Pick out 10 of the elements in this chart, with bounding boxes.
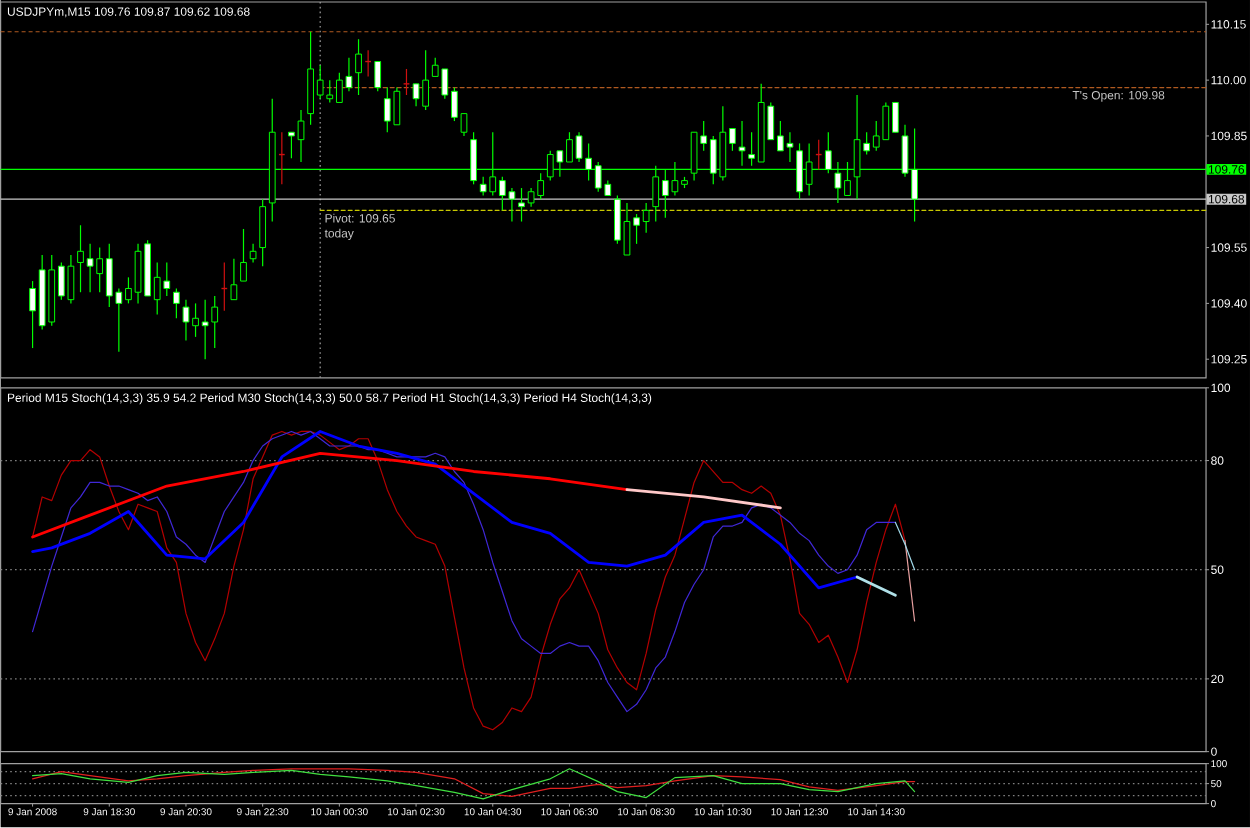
candlestick: [173, 288, 180, 320]
candlestick: [249, 243, 257, 264]
line-series: [31, 452, 629, 539]
line-series: [31, 430, 859, 590]
candlestick: [240, 228, 247, 282]
candlestick: [355, 38, 362, 96]
candlestick: [374, 61, 382, 93]
candlestick: [230, 258, 238, 301]
candlestick: [402, 68, 411, 96]
candlestick: [259, 198, 267, 267]
